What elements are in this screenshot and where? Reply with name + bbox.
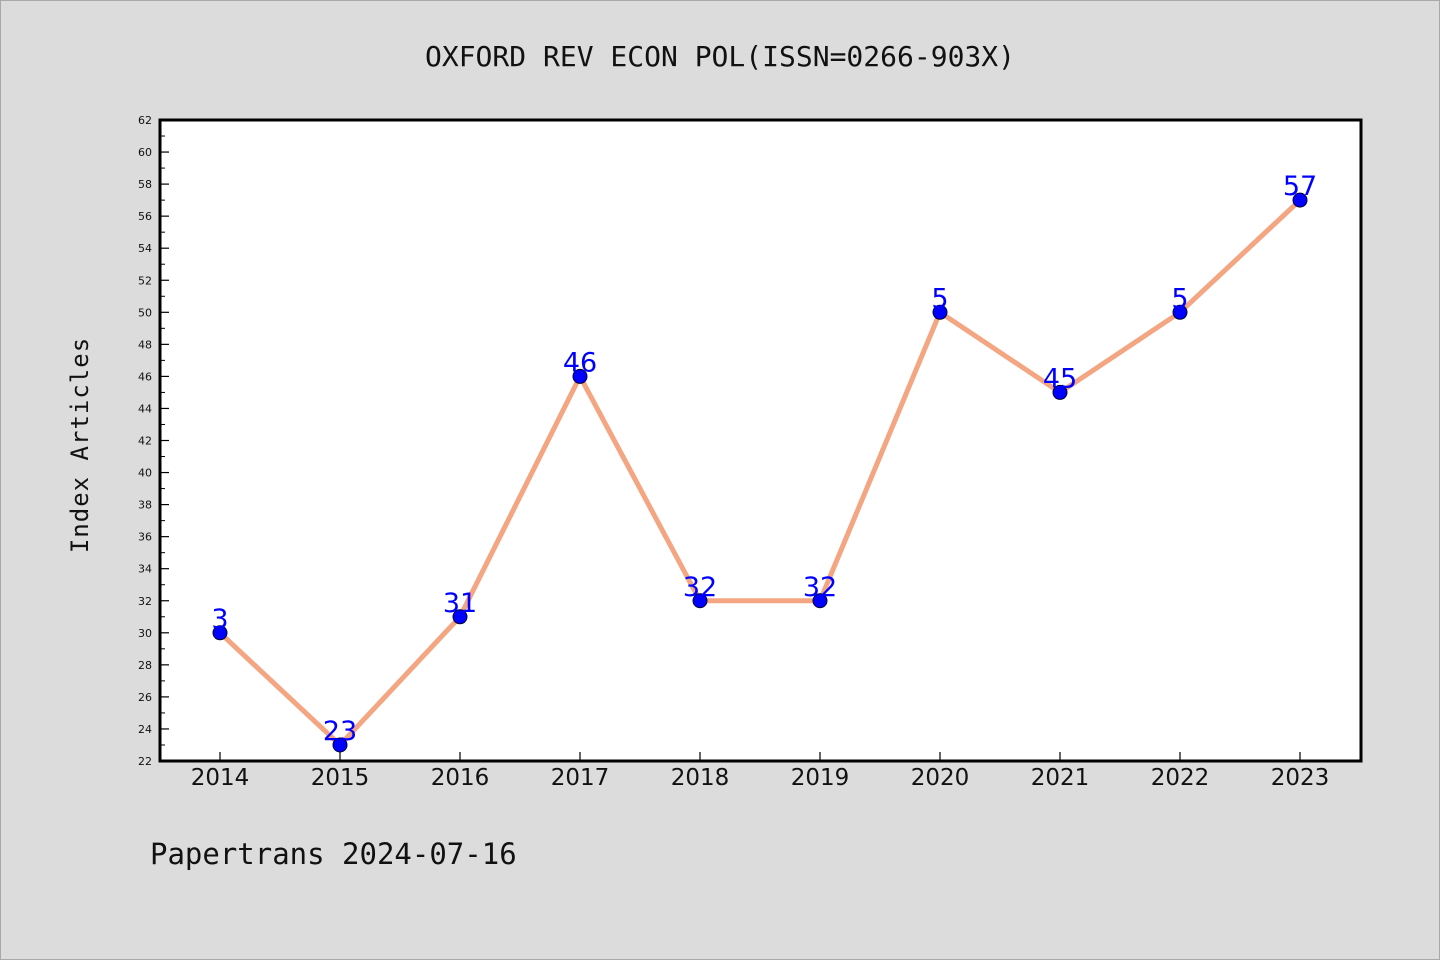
data-point [212,625,228,641]
y-tick-label: 54 [138,242,152,255]
x-tick-label: 2021 [1031,765,1090,791]
series-line [217,197,1303,748]
data-label: 23 [323,716,357,747]
x-axis: 2014 2015 2016 2017 2018 2019 2020 2021 2022 2023 [191,752,1330,791]
footer-text: Papertrans 2024-07-16 [150,837,517,871]
data-label: 45 [1043,363,1077,394]
x-tick-label: 2022 [1151,765,1210,791]
x-tick-label: 2017 [551,765,610,791]
y-axis: 22 24 26 28 30 32 34 36 38 40 42 44 46 48 50 52 54 56 58 60… [138,114,169,768]
chart-title: OXFORD REV ECON POL(ISSN=0266-903X) [425,40,1015,73]
plot-area [158,118,1363,763]
y-tick-label: 34 [138,563,152,576]
data-label: 32 [683,572,717,603]
y-tick-label: 62 [138,114,152,127]
y-tick-label: 56 [138,210,152,223]
data-point [572,368,588,384]
y-tick-label: 46 [138,370,152,383]
x-tick-label: 2018 [671,765,730,791]
data-label: 32 [803,572,837,603]
y-tick-label: 60 [138,146,152,159]
y-tick-label: 22 [138,755,152,768]
y-tick-label: 38 [138,499,152,512]
y-tick-label: 24 [138,723,152,736]
data-label: 31 [443,588,477,619]
x-tick-label: 2020 [911,765,970,791]
y-tick-label: 36 [138,531,152,544]
x-tick-label: 2023 [1271,765,1330,791]
y-tick-label: 58 [138,178,152,191]
data-label: 5 [1171,283,1188,314]
y-tick-label: 44 [138,402,152,415]
data-point [812,593,828,609]
y-tick-label: 48 [138,338,152,351]
series-group [212,192,1308,753]
x-tick-label: 2014 [191,765,250,791]
data-point [692,593,708,609]
y-tick-label: 42 [138,435,152,448]
data-label: 57 [1283,171,1317,202]
data-point [332,737,348,753]
y-tick-label: 52 [138,274,152,287]
data-point [1172,304,1188,320]
data-labels: 3 23 31 46 32 32 5 45 5 57 [211,171,1317,747]
data-point [1052,384,1068,400]
y-tick-label: 40 [138,467,152,480]
data-label: 46 [563,347,597,378]
data-label: 5 [931,283,948,314]
y-tick-label: 50 [138,306,152,319]
data-label: 3 [211,604,228,635]
y-tick-label: 30 [138,627,152,640]
data-point [452,609,468,625]
data-point [1292,192,1308,208]
y-tick-label: 28 [138,659,152,672]
data-point [932,304,948,320]
x-tick-label: 2015 [311,765,370,791]
x-tick-label: 2016 [431,765,490,791]
y-tick-label: 32 [138,595,152,608]
x-tick-label: 2019 [791,765,850,791]
y-axis-label: Index Articles [66,337,94,553]
y-tick-label: 26 [138,691,152,704]
